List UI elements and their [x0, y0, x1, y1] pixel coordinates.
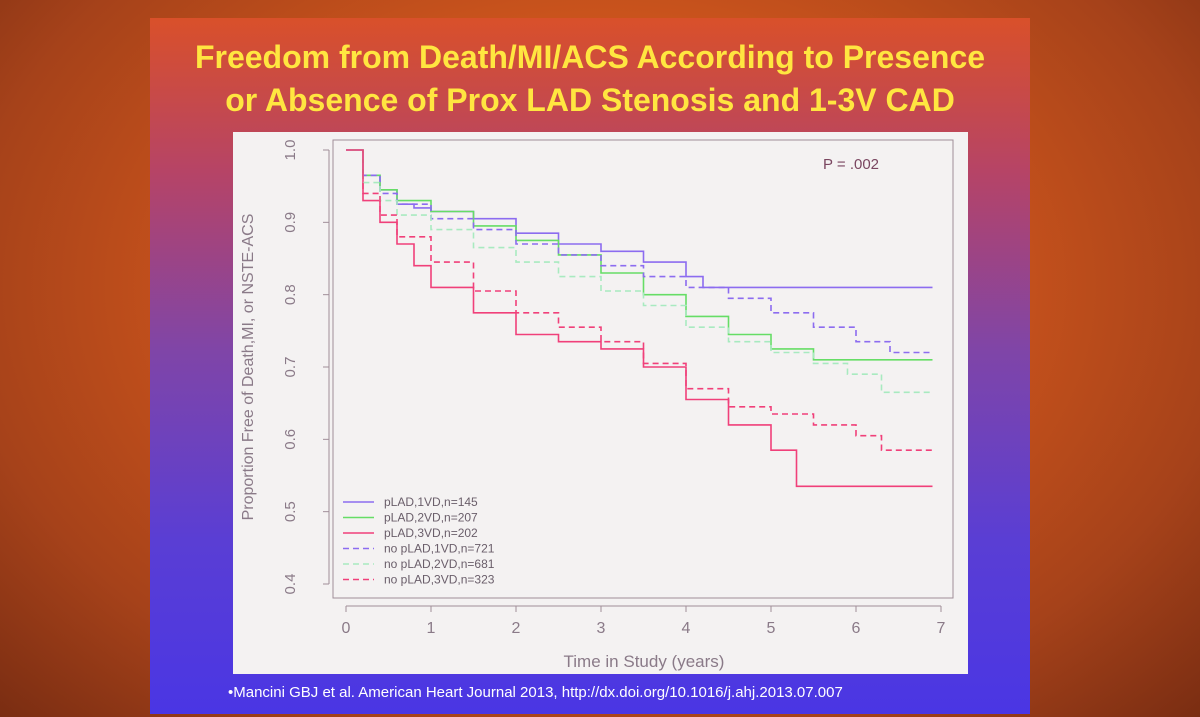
- series-line-4: [346, 149, 933, 394]
- x-tick-label: 0: [342, 620, 351, 637]
- legend-label: no pLAD,3VD,n=323: [384, 573, 495, 587]
- series-line-5: [346, 149, 933, 451]
- y-tick-label: 0.4: [282, 574, 299, 595]
- plot-frame: [332, 139, 954, 599]
- series-line-3: [346, 149, 933, 354]
- plot-panel: 0.4 0.5 0.6 0.7 0.8 0.9 1.0 0 1 2 3 4 5 6 7 Time in Stu…: [233, 132, 968, 674]
- legend-label: pLAD,2VD,n=207: [384, 511, 478, 525]
- x-tick-label: 2: [512, 620, 521, 637]
- x-tick-label: 4: [682, 620, 691, 637]
- x-tick-label: 3: [597, 620, 606, 637]
- y-tick-label: 1.0: [282, 140, 299, 161]
- survival-chart: 0.4 0.5 0.6 0.7 0.8 0.9 1.0 0 1 2 3 4 5 6 7 Time in Stu…: [240, 139, 954, 671]
- legend-label: no pLAD,1VD,n=721: [384, 542, 495, 556]
- citation: •Mancini GBJ et al. American Heart Journ…: [228, 684, 843, 701]
- y-tick-label: 0.7: [282, 357, 299, 378]
- series-line-1: [346, 149, 933, 361]
- slide-title-line2: or Absence of Prox LAD Stenosis and 1-3V…: [225, 82, 955, 118]
- x-axis-label: Time in Study (years): [564, 652, 725, 671]
- y-tick-label: 0.5: [282, 501, 299, 522]
- legend-label: pLAD,1VD,n=145: [384, 495, 478, 509]
- y-tick-label: 0.6: [282, 429, 299, 450]
- x-tick-label: 6: [852, 620, 861, 637]
- p-value-annotation: P = .002: [823, 156, 879, 173]
- x-tick-label: 7: [937, 620, 946, 637]
- y-tick-label: 0.9: [282, 212, 299, 233]
- y-axis-label: Proportion Free of Death,MI, or NSTE-ACS: [240, 214, 257, 521]
- x-tick-label: 1: [427, 620, 436, 637]
- slide-title: Freedom from Death/MI/ACS According to P…: [150, 36, 1030, 122]
- x-tick-label: 5: [767, 620, 776, 637]
- legend-label: pLAD,3VD,n=202: [384, 526, 478, 540]
- y-tick-label: 0.8: [282, 284, 299, 305]
- legend-label: no pLAD,2VD,n=681: [384, 557, 495, 571]
- series-line-2: [346, 149, 933, 488]
- slide-title-line1: Freedom from Death/MI/ACS According to P…: [194, 39, 986, 75]
